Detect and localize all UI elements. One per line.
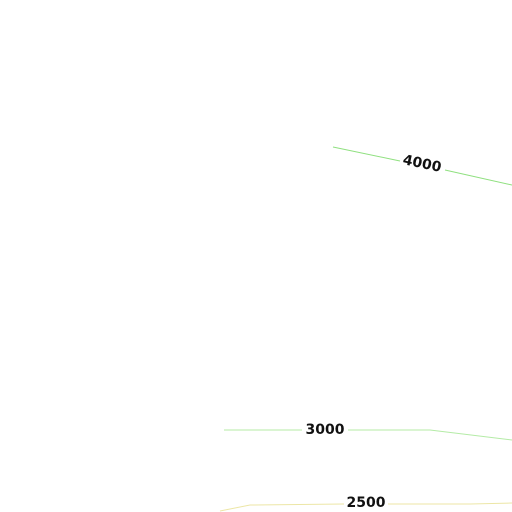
contour-label: 4000 bbox=[401, 152, 443, 176]
contour-label: 2500 bbox=[347, 495, 386, 511]
contour-line bbox=[388, 502, 512, 505]
contour-line bbox=[219, 503, 345, 512]
contour-line bbox=[444, 169, 512, 186]
contour-label: 3000 bbox=[306, 422, 345, 438]
contour-line bbox=[332, 146, 401, 162]
contour-line bbox=[348, 429, 512, 441]
